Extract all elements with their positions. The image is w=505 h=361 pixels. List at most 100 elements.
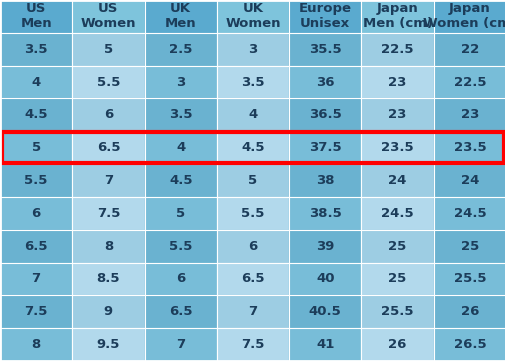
Bar	[0, 230, 72, 262]
Bar	[361, 99, 433, 131]
Bar	[361, 131, 433, 164]
Text: 8.5: 8.5	[96, 273, 120, 286]
Bar	[72, 230, 144, 262]
Bar	[144, 328, 217, 361]
Text: 23: 23	[388, 75, 406, 88]
Bar	[0, 164, 72, 197]
Text: 22.5: 22.5	[452, 75, 485, 88]
Bar	[72, 197, 144, 230]
Text: 3: 3	[176, 75, 185, 88]
Text: 3: 3	[248, 43, 257, 56]
Bar	[433, 0, 505, 33]
Text: 41: 41	[316, 338, 334, 351]
Text: 24.5: 24.5	[452, 207, 485, 220]
Text: 22.5: 22.5	[381, 43, 413, 56]
Bar	[288, 197, 361, 230]
Text: 4.5: 4.5	[24, 108, 48, 121]
Bar	[433, 33, 505, 66]
Bar	[72, 328, 144, 361]
Bar	[0, 197, 72, 230]
Bar	[144, 66, 217, 99]
Bar	[288, 230, 361, 262]
Bar	[72, 0, 144, 33]
Text: US
Men: US Men	[20, 3, 52, 30]
Text: 38.5: 38.5	[308, 207, 341, 220]
Bar	[361, 66, 433, 99]
Bar	[0, 33, 72, 66]
Bar	[0, 295, 72, 328]
Text: Europe
Unisex: Europe Unisex	[298, 3, 351, 30]
Text: 7: 7	[176, 338, 185, 351]
Text: Japan
Men (cm): Japan Men (cm)	[362, 3, 432, 30]
Text: 8: 8	[104, 240, 113, 253]
Bar	[144, 0, 217, 33]
Text: 7: 7	[248, 305, 257, 318]
Bar	[217, 295, 288, 328]
Bar	[361, 33, 433, 66]
Text: 25: 25	[388, 273, 406, 286]
Text: 9.5: 9.5	[96, 338, 120, 351]
Bar	[217, 328, 288, 361]
Bar	[0, 262, 72, 295]
Text: 23.5: 23.5	[380, 141, 413, 154]
Bar	[361, 262, 433, 295]
Bar	[72, 33, 144, 66]
Bar	[288, 66, 361, 99]
Text: 24.5: 24.5	[380, 207, 413, 220]
Bar	[0, 99, 72, 131]
Bar	[72, 99, 144, 131]
Bar	[0, 66, 72, 99]
Text: 26.5: 26.5	[452, 338, 485, 351]
Bar	[361, 230, 433, 262]
Text: 6.5: 6.5	[169, 305, 192, 318]
Text: 3.5: 3.5	[24, 43, 48, 56]
Bar	[288, 0, 361, 33]
Bar	[217, 66, 288, 99]
Text: 35.5: 35.5	[309, 43, 341, 56]
Bar	[0, 0, 72, 33]
Text: 6: 6	[176, 273, 185, 286]
Bar	[144, 164, 217, 197]
Text: 8: 8	[31, 338, 41, 351]
Text: 7.5: 7.5	[241, 338, 264, 351]
Text: Japan
Women (cm): Japan Women (cm)	[422, 3, 505, 30]
Text: 36.5: 36.5	[308, 108, 341, 121]
Bar	[217, 230, 288, 262]
Bar	[144, 262, 217, 295]
Text: 5: 5	[104, 43, 113, 56]
Text: 5.5: 5.5	[96, 75, 120, 88]
Text: 6: 6	[31, 207, 41, 220]
Bar	[433, 295, 505, 328]
Bar	[144, 230, 217, 262]
Text: 9: 9	[104, 305, 113, 318]
Bar	[433, 230, 505, 262]
Bar	[72, 131, 144, 164]
Bar	[144, 33, 217, 66]
Text: 24: 24	[388, 174, 406, 187]
Bar	[433, 262, 505, 295]
Text: 4.5: 4.5	[169, 174, 192, 187]
Text: 39: 39	[316, 240, 334, 253]
Text: 2.5: 2.5	[169, 43, 192, 56]
Bar	[217, 99, 288, 131]
Text: 37.5: 37.5	[309, 141, 341, 154]
Text: 6.5: 6.5	[241, 273, 264, 286]
Bar	[217, 164, 288, 197]
Bar	[361, 0, 433, 33]
Text: 26: 26	[388, 338, 406, 351]
Text: 26: 26	[460, 305, 478, 318]
Text: 4: 4	[248, 108, 257, 121]
Text: 23.5: 23.5	[452, 141, 485, 154]
Text: 23: 23	[388, 108, 406, 121]
Bar	[361, 197, 433, 230]
Bar	[0, 131, 72, 164]
Bar	[72, 295, 144, 328]
Bar	[433, 66, 505, 99]
Bar	[144, 131, 217, 164]
Text: UK
Men: UK Men	[165, 3, 196, 30]
Text: 6.5: 6.5	[96, 141, 120, 154]
Text: 25.5: 25.5	[381, 305, 413, 318]
Text: 5: 5	[31, 141, 40, 154]
Bar	[217, 0, 288, 33]
Text: 5.5: 5.5	[169, 240, 192, 253]
